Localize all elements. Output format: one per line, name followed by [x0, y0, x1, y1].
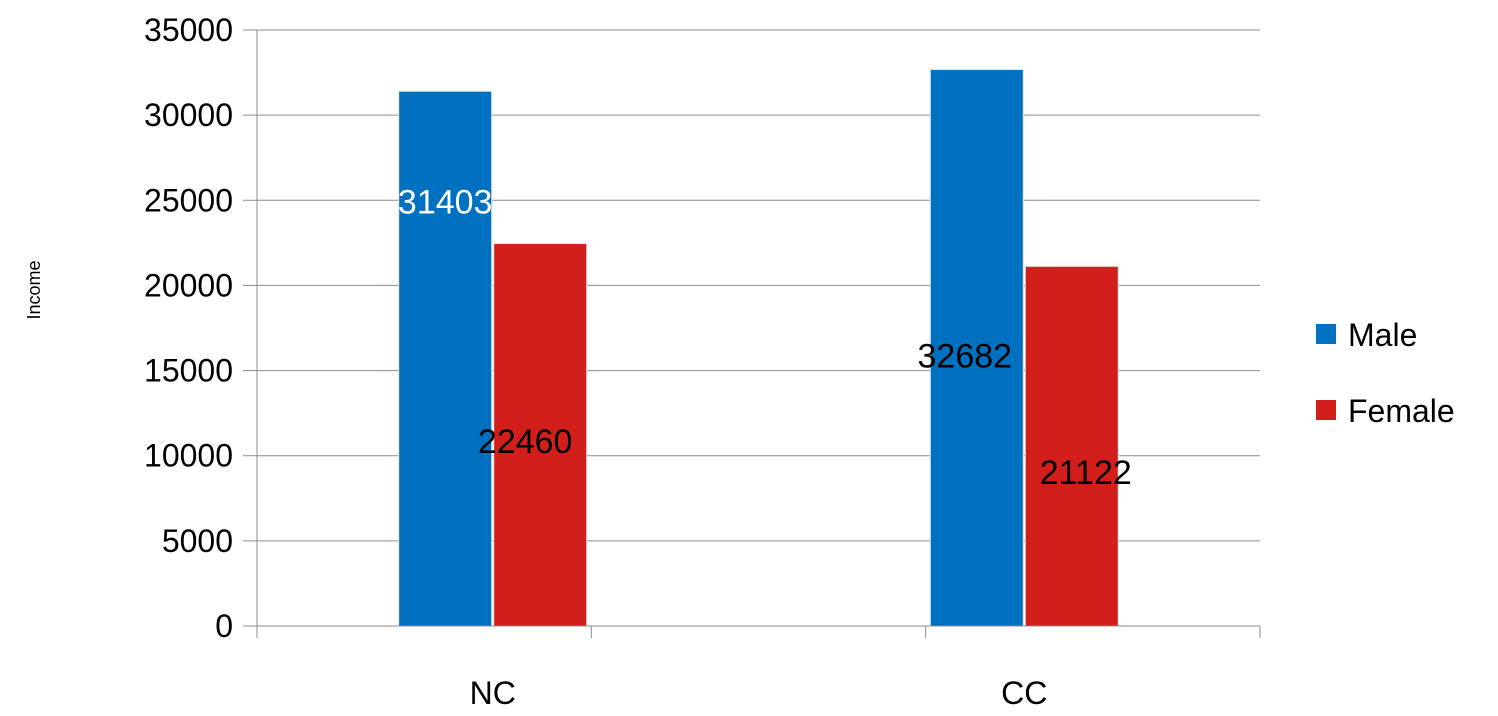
- legend-swatch: [1316, 324, 1336, 344]
- data-label: 22460: [478, 423, 573, 461]
- bar-male-cc: [929, 68, 1024, 627]
- bar-female-nc: [493, 243, 588, 627]
- legend: Male Female: [1316, 317, 1455, 429]
- y-tick-label: 5000: [162, 523, 233, 559]
- y-tick-label: 0: [215, 608, 233, 644]
- category-labels: NC CC: [470, 675, 1048, 711]
- category-label: NC: [470, 675, 516, 711]
- y-tick-labels: 0 5000 10000 15000 20000 25000 30000 35000: [144, 12, 233, 644]
- y-tick-label: 35000: [144, 12, 233, 48]
- y-tick-label: 25000: [144, 182, 233, 218]
- data-labels: 31403 22460 32682 21122: [398, 183, 1132, 492]
- category-label: CC: [1001, 675, 1047, 711]
- bar-male-nc: [398, 90, 493, 627]
- bar-female-cc: [1024, 265, 1119, 627]
- data-label: 31403: [398, 183, 493, 221]
- y-tick-label: 30000: [144, 97, 233, 133]
- y-tick-label: 15000: [144, 353, 233, 389]
- axes: [243, 30, 1261, 638]
- legend-label: Female: [1348, 393, 1455, 429]
- y-tick-label: 20000: [144, 267, 233, 303]
- y-tick-label: 10000: [144, 438, 233, 474]
- data-label: 32682: [918, 338, 1013, 376]
- bars: [398, 68, 1119, 627]
- legend-label: Male: [1348, 317, 1417, 353]
- data-label: 21122: [1040, 454, 1132, 492]
- legend-swatch: [1316, 400, 1336, 420]
- y-axis-label: Income: [24, 260, 44, 319]
